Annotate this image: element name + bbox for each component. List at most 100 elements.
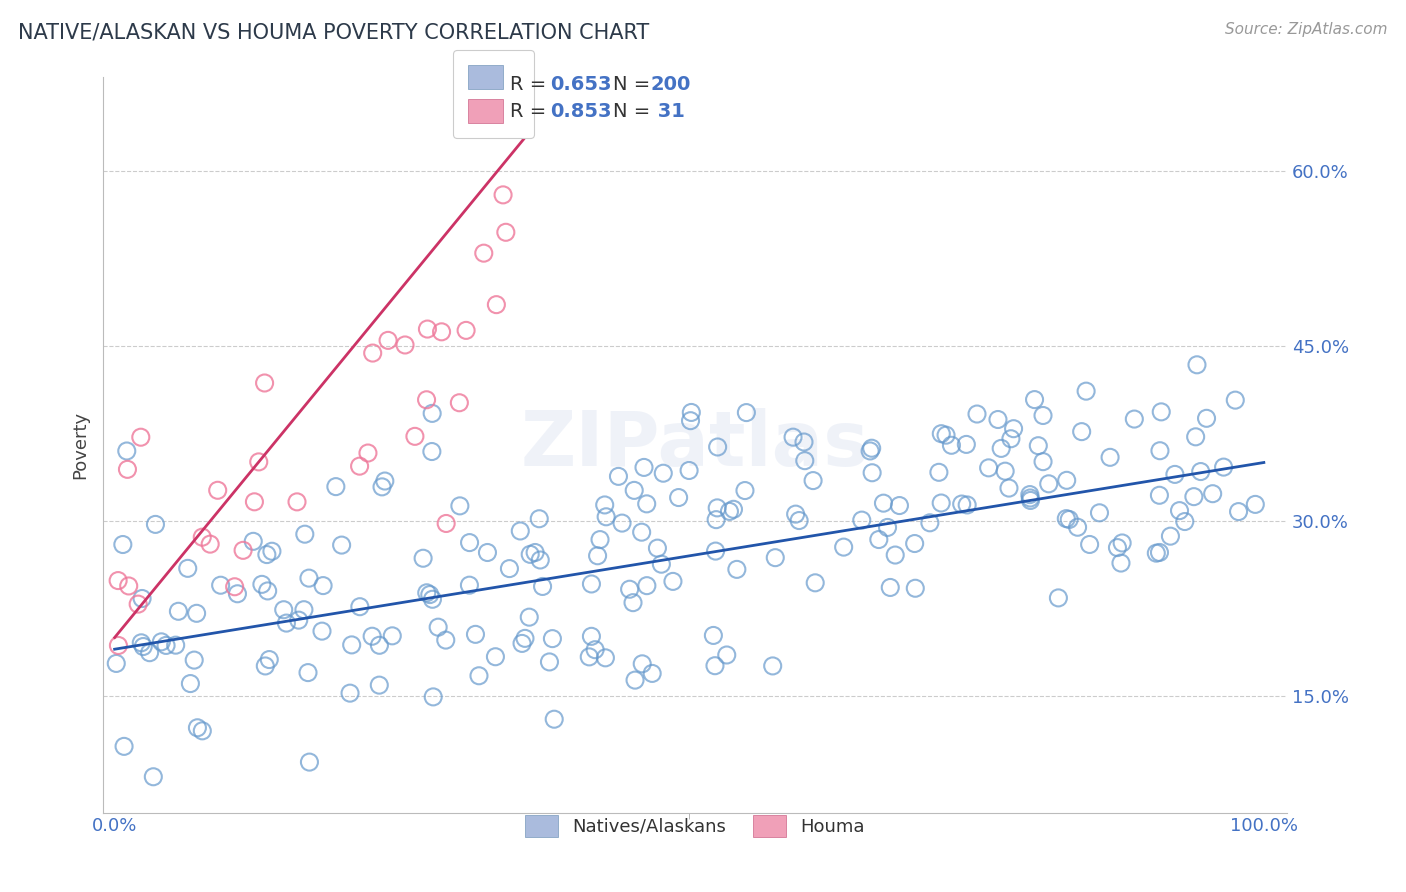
Point (955, 437, 977, 451)
Point (287, 613, 309, 627)
Point (183, 653, 205, 667)
Point (1088, 506, 1111, 520)
Point (1026, 439, 1049, 453)
Point (132, 640, 155, 654)
Point (242, 534, 264, 549)
Point (127, 597, 149, 611)
Point (619, 582, 641, 597)
Point (1244, 497, 1267, 511)
Point (1159, 529, 1181, 543)
Point (586, 549, 609, 563)
Text: 0.653: 0.653 (550, 75, 612, 95)
Point (801, 474, 824, 488)
Point (361, 629, 384, 643)
Point (1024, 392, 1046, 407)
Point (430, 325, 453, 339)
Point (256, 583, 278, 598)
Text: R =: R = (510, 102, 553, 121)
Point (1149, 443, 1171, 458)
Point (793, 453, 815, 467)
Point (420, 444, 443, 458)
Point (607, 469, 630, 483)
Point (1164, 467, 1187, 482)
Point (1070, 425, 1092, 439)
Point (325, 480, 347, 494)
Point (105, 657, 128, 671)
Point (186, 607, 208, 621)
Point (928, 466, 950, 480)
Text: N =: N = (613, 102, 657, 121)
Point (1047, 591, 1070, 605)
Point (420, 406, 443, 420)
Point (860, 466, 883, 480)
Point (422, 592, 444, 607)
Point (456, 323, 478, 337)
Point (1144, 546, 1167, 560)
Text: 200: 200 (651, 75, 692, 95)
Point (763, 550, 786, 565)
Point (415, 392, 437, 407)
Point (1225, 393, 1247, 408)
Point (904, 581, 927, 595)
Point (232, 543, 254, 558)
Point (111, 537, 134, 551)
Point (273, 603, 295, 617)
Point (311, 624, 333, 639)
Point (298, 755, 321, 769)
Point (1227, 505, 1250, 519)
Point (377, 334, 399, 348)
Point (935, 428, 957, 442)
Point (177, 561, 200, 575)
Point (1109, 556, 1132, 570)
Point (191, 530, 214, 544)
Point (631, 657, 654, 671)
Point (107, 574, 129, 588)
Text: 0.853: 0.853 (550, 102, 612, 121)
Point (1056, 473, 1078, 487)
Point (1201, 486, 1223, 500)
Point (340, 638, 363, 652)
Point (394, 338, 416, 352)
Point (260, 544, 283, 558)
Point (876, 520, 898, 534)
Point (872, 496, 894, 510)
Point (647, 541, 669, 556)
Point (956, 498, 979, 512)
Point (702, 628, 724, 642)
Point (578, 649, 600, 664)
Point (662, 574, 685, 589)
Point (1107, 541, 1129, 555)
Point (339, 686, 361, 700)
Point (593, 498, 616, 512)
Point (977, 461, 1000, 475)
Point (987, 412, 1010, 426)
Point (117, 462, 139, 476)
Point (652, 467, 675, 481)
Point (633, 460, 655, 475)
Point (224, 580, 246, 594)
Point (256, 548, 278, 562)
Point (381, 629, 404, 643)
Point (589, 533, 612, 547)
Point (704, 658, 727, 673)
Point (636, 579, 658, 593)
Point (1195, 411, 1218, 425)
Y-axis label: Poverty: Poverty (72, 411, 89, 479)
Point (785, 507, 807, 521)
Point (458, 578, 481, 592)
Point (330, 538, 353, 552)
Point (950, 497, 973, 511)
Point (725, 562, 748, 576)
Point (115, 444, 138, 458)
Point (138, 646, 160, 660)
Point (294, 527, 316, 541)
Point (704, 513, 727, 527)
Point (167, 604, 190, 618)
Point (868, 533, 890, 547)
Point (371, 480, 394, 494)
Point (374, 474, 396, 488)
Point (513, 632, 536, 646)
Point (941, 438, 963, 452)
Point (492, 187, 515, 202)
Point (434, 516, 457, 531)
